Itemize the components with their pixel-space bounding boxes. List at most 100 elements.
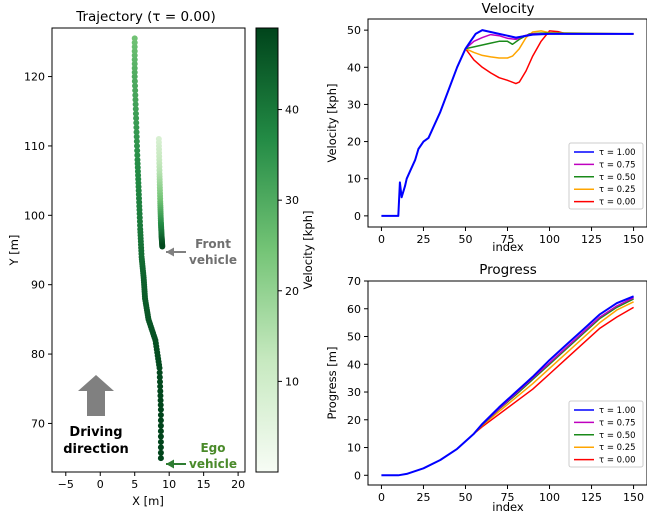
velocity-legend-label: τ = 1.00 <box>599 148 636 158</box>
driving-direction-label-line2: direction <box>63 442 129 457</box>
trajectory-x-tick-label: 0 <box>97 478 104 491</box>
trajectory-y-tick-label: 90 <box>31 279 45 292</box>
ego-vehicle-point <box>131 43 138 50</box>
colorbar-label: Velocity [kph] <box>301 211 315 290</box>
ego-vehicle-point <box>131 39 138 46</box>
ego-vehicle-point <box>157 383 164 390</box>
velocity-x-tick-label: 0 <box>378 233 385 246</box>
ego-vehicle-point <box>131 52 138 59</box>
ego-vehicle-point <box>134 156 141 163</box>
velocity-x-tick-label: 100 <box>539 233 560 246</box>
driving-direction-label-line1: Driving <box>69 425 122 440</box>
front-vehicle-annotation: Front vehicle <box>166 237 237 267</box>
ego-vehicle-point <box>132 87 139 94</box>
progress-legend: τ = 1.00 τ = 0.75 τ = 0.50 τ = 0.25 τ = 0.00 <box>568 400 644 468</box>
ego-vehicle-point <box>157 438 164 445</box>
trajectory-x-axis-label: X [m] <box>132 494 164 508</box>
ego-vehicle-point <box>131 56 138 63</box>
velocity-series-line <box>465 32 634 50</box>
velocity-series-line <box>465 30 634 59</box>
ego-vehicle-point <box>131 78 138 85</box>
colorbar-tick-label: 10 <box>285 375 299 388</box>
ego-vehicle-point <box>133 119 140 126</box>
front-vehicle-arrow <box>166 247 186 257</box>
ego-vehicle-point <box>131 65 138 72</box>
trajectory-x-tick-label: 15 <box>197 478 211 491</box>
driving-direction-arrow-icon <box>78 375 114 416</box>
progress-y-tick-label: 10 <box>347 442 361 455</box>
ego-vehicle-point <box>157 406 164 413</box>
progress-legend-label: τ = 1.00 <box>599 406 636 416</box>
trajectory-y-ticks: 70 80 90 100 110 120 <box>24 71 52 430</box>
front-vehicle-label-line2: vehicle <box>189 253 237 267</box>
ego-vehicle-point <box>133 129 140 136</box>
progress-panel: Progress 0 25 50 75 100 125 150 0 10 20 30 40 50 60 7… <box>325 262 647 514</box>
progress-x-tick-label: 150 <box>623 491 644 504</box>
velocity-y-tick-label: 40 <box>347 61 361 74</box>
ego-vehicle-point <box>157 433 164 440</box>
trajectory-title: Trajectory (τ = 0.00) <box>75 9 216 25</box>
ego-vehicle-point <box>132 110 139 117</box>
velocity-legend-label: τ = 0.00 <box>599 198 636 208</box>
ego-vehicle-point <box>132 96 139 103</box>
progress-x-tick-label: 50 <box>458 491 472 504</box>
ego-vehicle-point <box>134 147 141 154</box>
velocity-y-tick-label: 30 <box>347 98 361 111</box>
progress-x-axis-label: index <box>492 500 524 514</box>
velocity-y-tick-label: 10 <box>347 173 361 186</box>
progress-legend-label: τ = 0.75 <box>599 418 636 428</box>
ego-vehicle-point <box>157 417 164 424</box>
velocity-x-ticks: 0 25 50 75 100 125 150 <box>378 227 644 246</box>
progress-legend-items: τ = 1.00 τ = 0.75 τ = 0.50 τ = 0.25 τ = 0.00 <box>574 406 636 466</box>
ego-vehicle-point <box>157 388 164 395</box>
trajectory-y-tick-label: 100 <box>24 209 45 222</box>
ego-vehicle-point <box>131 69 138 76</box>
ego-vehicle-point <box>156 378 163 385</box>
progress-title: Progress <box>479 262 537 278</box>
ego-vehicle-point <box>133 133 140 140</box>
ego-vehicle-point <box>157 455 164 462</box>
ego-vehicle-point <box>132 101 139 108</box>
progress-series-line <box>473 306 634 435</box>
progress-y-tick-label: 70 <box>347 275 361 288</box>
progress-y-tick-label: 0 <box>354 469 361 482</box>
ego-vehicle-point <box>133 124 140 131</box>
ego-vehicle-label-line2: vehicle <box>189 457 237 471</box>
trajectory-marks <box>131 35 166 462</box>
ego-vehicle-point <box>131 35 138 42</box>
velocity-legend-label: τ = 0.25 <box>599 185 636 195</box>
progress-y-ticks: 0 10 20 30 40 50 60 70 <box>347 275 368 482</box>
velocity-y-tick-label: 20 <box>347 136 361 149</box>
progress-legend-label: τ = 0.00 <box>599 456 636 466</box>
progress-series-line <box>473 301 634 435</box>
velocity-series-line <box>381 29 634 217</box>
progress-y-axis-label: Progress [m] <box>325 347 339 420</box>
velocity-y-tick-label: 50 <box>347 24 361 37</box>
progress-legend-box <box>568 400 644 468</box>
ego-vehicle-point <box>156 374 163 381</box>
ego-vehicle-point <box>134 152 141 159</box>
velocity-x-tick-label: 50 <box>458 233 472 246</box>
colorbar: 10 20 30 40 Velocity [kph] <box>255 27 315 473</box>
progress-y-tick-label: 20 <box>347 414 361 427</box>
trajectory-plot-frame <box>51 27 246 473</box>
progress-y-tick-label: 30 <box>347 386 361 399</box>
ego-vehicle-point <box>157 449 164 456</box>
velocity-lines <box>381 29 634 217</box>
velocity-legend-label: τ = 0.50 <box>599 173 636 183</box>
velocity-x-tick-label: 75 <box>501 233 515 246</box>
ego-vehicle-point <box>157 401 164 408</box>
trajectory-x-tick-label: −5 <box>58 478 74 491</box>
progress-y-tick-label: 50 <box>347 331 361 344</box>
progress-x-tick-label: 125 <box>581 491 602 504</box>
velocity-y-axis-label: Velocity [kph] <box>325 84 339 163</box>
velocity-series-line <box>465 33 634 50</box>
ego-vehicle-point <box>157 444 164 451</box>
ego-vehicle-point <box>134 142 141 149</box>
progress-x-ticks: 0 25 50 75 100 125 150 <box>378 485 644 504</box>
ego-vehicle-point <box>157 422 164 429</box>
driving-direction-annotation: Driving direction <box>63 375 129 457</box>
velocity-series-line <box>464 30 634 85</box>
trajectory-y-tick-label: 110 <box>24 140 45 153</box>
